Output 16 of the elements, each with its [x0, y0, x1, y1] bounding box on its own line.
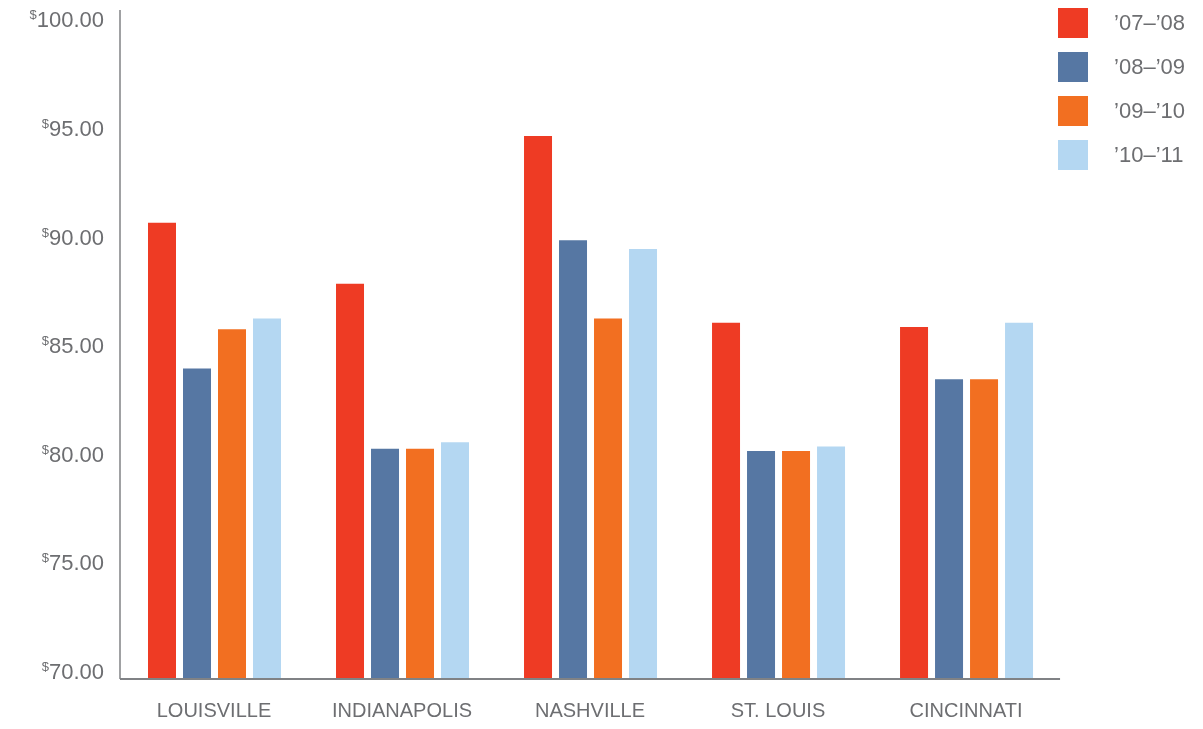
legend-label: ’08–’09 — [1114, 54, 1185, 80]
y-tick-label: $^{$}$85.00 — [41, 333, 104, 359]
y-tick-label: $^{$}$95.00 — [41, 115, 104, 141]
y-tick-label: $^{$}$80.00 — [41, 441, 104, 467]
x-tick-label: CINCINNATI — [909, 699, 1023, 722]
legend-label: ’10–’11 — [1114, 142, 1184, 168]
y-tick-label: $^{$}$100.00 — [29, 7, 104, 33]
legend-label: ’07–’08 — [1114, 10, 1185, 36]
y-tick-label: $^{$}$75.00 — [41, 550, 104, 576]
x-tick-label: ST. LOUIS — [730, 699, 826, 722]
x-tick-label: INDIANAPOLIS — [331, 699, 473, 722]
x-tick-label: LOUISVILLE — [156, 699, 272, 722]
x-tick-label: NASHVILLE — [534, 699, 646, 722]
legend-label: ’09–’10 — [1114, 98, 1185, 124]
y-tick-label: $^{$}$90.00 — [41, 224, 104, 250]
y-tick-label: $^{$}$70.00 — [41, 659, 104, 684]
